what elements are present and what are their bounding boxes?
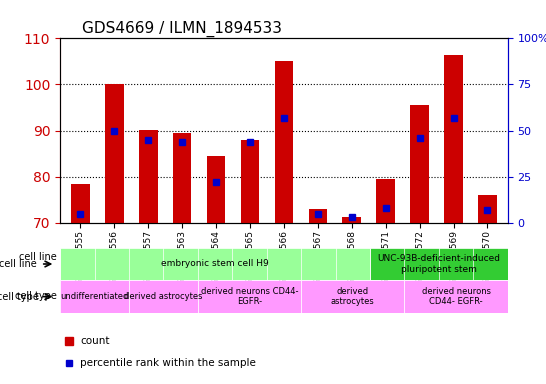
Text: embryonic stem cell H9: embryonic stem cell H9 (161, 260, 269, 268)
FancyBboxPatch shape (301, 280, 405, 313)
Bar (478, 195, 497, 223)
FancyBboxPatch shape (129, 280, 198, 313)
Bar (173, 133, 192, 223)
Bar (342, 217, 361, 223)
Bar (71, 184, 90, 223)
Bar (444, 55, 463, 223)
Bar (410, 105, 429, 223)
Text: percentile rank within the sample: percentile rank within the sample (80, 358, 256, 368)
Text: cell line: cell line (19, 252, 57, 262)
Bar (275, 61, 293, 223)
Text: cell line: cell line (0, 259, 37, 269)
Text: cell type: cell type (15, 291, 57, 301)
Text: count: count (80, 336, 110, 346)
Bar (105, 84, 123, 223)
Text: UNC-93B-deficient-induced
pluripotent stem: UNC-93B-deficient-induced pluripotent st… (377, 254, 500, 274)
FancyBboxPatch shape (198, 280, 301, 313)
Bar (207, 156, 225, 223)
Bar (139, 130, 158, 223)
FancyBboxPatch shape (60, 280, 129, 313)
FancyBboxPatch shape (60, 248, 370, 280)
Bar (241, 140, 259, 223)
Text: GDS4669 / ILMN_1894533: GDS4669 / ILMN_1894533 (82, 21, 282, 37)
Text: derived astrocytes: derived astrocytes (124, 292, 203, 301)
Text: undifferentiated: undifferentiated (60, 292, 129, 301)
Bar (376, 179, 395, 223)
FancyBboxPatch shape (405, 280, 508, 313)
Text: cell type: cell type (0, 291, 39, 302)
Text: derived
astrocytes: derived astrocytes (331, 287, 375, 306)
Text: derived neurons
CD44- EGFR-: derived neurons CD44- EGFR- (422, 287, 491, 306)
Text: derived neurons CD44-
EGFR-: derived neurons CD44- EGFR- (201, 287, 298, 306)
Bar (308, 209, 327, 223)
FancyBboxPatch shape (370, 248, 508, 280)
